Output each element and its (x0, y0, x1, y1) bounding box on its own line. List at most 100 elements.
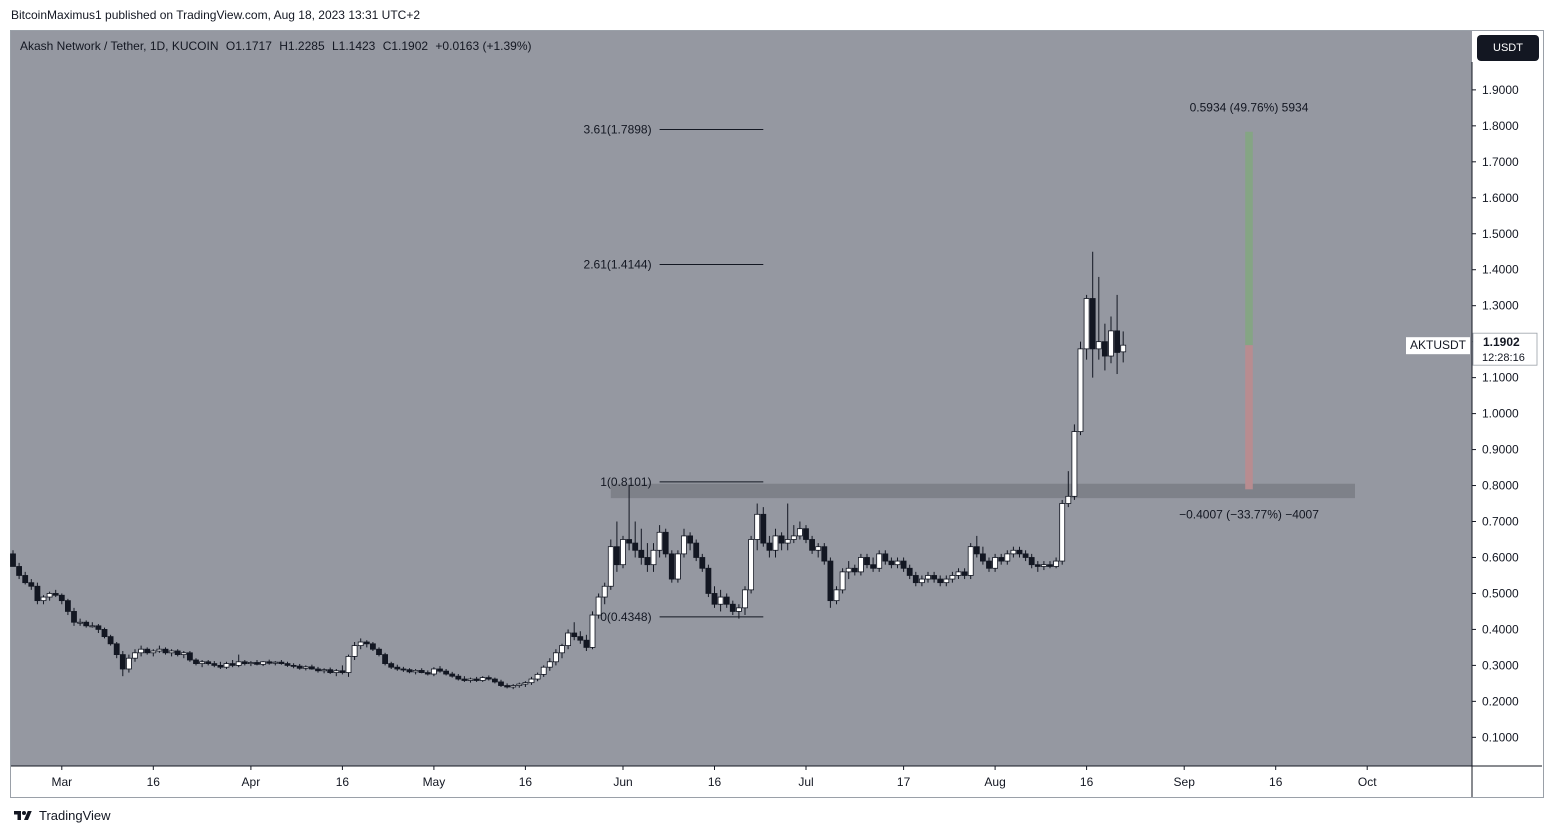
candle-body (223, 663, 230, 668)
price-tick-label: 0.5000 (1482, 586, 1519, 600)
candle-body (973, 546, 980, 555)
candle-body (327, 669, 334, 673)
time-tick-label: May (423, 775, 446, 789)
candle-body (797, 528, 803, 537)
candle-body (644, 557, 651, 566)
candle-body (485, 677, 492, 680)
price-tick-label: 0.9000 (1482, 443, 1519, 457)
price-tick-label: 0.3000 (1482, 658, 1519, 672)
candle-body (1028, 557, 1035, 566)
candle-body (1071, 431, 1078, 497)
candle-body (315, 668, 321, 672)
candle-body (10, 553, 16, 567)
candle-body (656, 531, 663, 551)
candle-body (809, 539, 815, 551)
candle-body (626, 539, 632, 544)
price-tick-label: 1.0000 (1482, 407, 1519, 421)
ohlc-open: O1.1717 (225, 39, 272, 53)
candle-body (339, 670, 346, 673)
candle-body (980, 553, 986, 562)
candle-body (1077, 348, 1084, 432)
candle-body (150, 650, 157, 654)
price-tick-label: 1.6000 (1482, 191, 1519, 205)
candle-body (199, 661, 206, 664)
candle-body (510, 685, 517, 688)
stop-loss-zone (1245, 345, 1253, 490)
candle-body (65, 600, 71, 612)
candle-body (748, 539, 754, 591)
candle-body (1047, 564, 1053, 567)
candle-body (89, 625, 96, 628)
candle-body (180, 652, 187, 655)
price-tag-countdown: 12:28:16 (1482, 352, 1525, 364)
price-tick-label: 0.7000 (1482, 515, 1519, 529)
candle-body (272, 661, 279, 664)
candle-body (1010, 549, 1017, 555)
fib-level-label: 0(0.4348) (600, 610, 651, 624)
candle-body (235, 661, 242, 666)
time-tick-label: 17 (897, 775, 911, 789)
candle-body (742, 589, 748, 609)
time-tick-label: 16 (336, 775, 350, 789)
candle-body (406, 669, 413, 673)
candle-body (418, 670, 425, 673)
candle-body (443, 670, 450, 675)
candle-body (156, 648, 163, 652)
candle-body (577, 636, 584, 641)
price-tick-label: 1.1000 (1482, 371, 1519, 385)
candle-body (943, 578, 950, 584)
candle-body (687, 535, 693, 544)
candle-body (595, 596, 602, 616)
price-tick-label: 0.4000 (1482, 622, 1519, 636)
candle-body (1114, 330, 1120, 353)
candle-body (369, 643, 376, 650)
candle-body (52, 593, 59, 596)
time-tick-label: Sep (1174, 775, 1196, 789)
candle-body (113, 643, 120, 655)
candle-body (967, 546, 974, 576)
candle-body (400, 668, 407, 671)
candle-body (736, 607, 742, 612)
target-zone (1245, 131, 1253, 346)
candle-body (833, 589, 840, 602)
footer: TradingView (12, 808, 111, 823)
candle-body (345, 655, 352, 673)
candle-body (675, 553, 681, 580)
candle-body (144, 648, 151, 654)
candle-body (992, 557, 998, 569)
ohlc-high: H1.2285 (279, 39, 325, 53)
price-tag (1472, 332, 1538, 366)
candle-body (693, 542, 700, 558)
candle-body (717, 596, 724, 605)
candle-body (1095, 341, 1102, 350)
symbol-name: Akash Network / Tether, 1D, KUCOIN (20, 39, 219, 53)
currency-button[interactable]: USDT (1477, 35, 1539, 61)
candle-body (919, 578, 925, 584)
candle-body (449, 673, 456, 677)
candle-body (858, 557, 864, 573)
candle-body (888, 560, 895, 566)
candle-body (900, 560, 907, 569)
candle-body (1004, 553, 1011, 562)
candle-body (126, 657, 132, 670)
candle-body (394, 666, 401, 670)
price-tick-label: 0.2000 (1482, 694, 1519, 708)
time-tick-label: 16 (147, 775, 161, 789)
time-axis-background (11, 766, 1542, 797)
price-tick-label: 0.6000 (1482, 550, 1519, 564)
candle-body (467, 678, 474, 681)
candle-body (906, 567, 913, 576)
candle-body (1034, 564, 1041, 567)
candle-body (16, 566, 23, 576)
ohlc-change: +0.0163 (+1.39%) (435, 39, 532, 53)
candle-body (260, 661, 267, 665)
candle-body (583, 639, 590, 648)
price-tick-label: 1.8000 (1482, 119, 1519, 133)
candle-body (1022, 553, 1029, 558)
candle-body (186, 652, 193, 661)
publish-header: BitcoinMaximus1 published on TradingView… (11, 8, 421, 22)
candle-body (540, 666, 547, 675)
candle-body (1089, 298, 1096, 350)
candle-body (986, 560, 992, 569)
